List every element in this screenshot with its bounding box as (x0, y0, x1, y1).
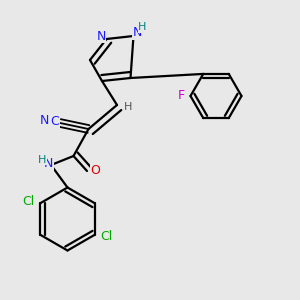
Text: H: H (124, 101, 133, 112)
Text: Cl: Cl (23, 195, 35, 208)
Text: C: C (50, 115, 59, 128)
Text: N: N (40, 114, 49, 127)
Text: H: H (38, 154, 46, 165)
Text: O: O (91, 164, 100, 178)
Text: N: N (132, 26, 142, 39)
Text: Cl: Cl (100, 230, 112, 243)
Text: H: H (138, 22, 147, 32)
Text: N: N (44, 157, 53, 170)
Text: N: N (96, 29, 106, 43)
Text: F: F (178, 89, 185, 103)
